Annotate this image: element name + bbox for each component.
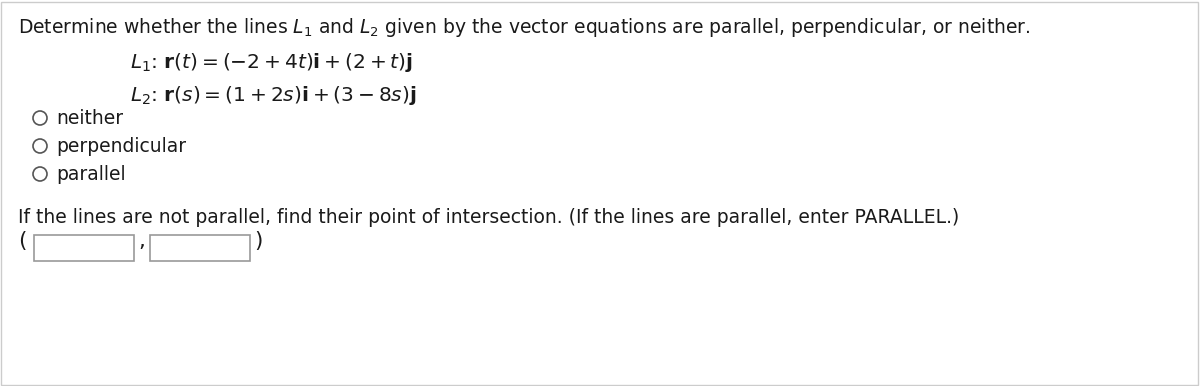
FancyBboxPatch shape [150,235,250,261]
FancyBboxPatch shape [34,235,134,261]
Text: Determine whether the lines $L_1$ and $L_2$ given by the vector equations are pa: Determine whether the lines $L_1$ and $L… [18,16,1031,39]
Text: If the lines are not parallel, find their point of intersection. (If the lines a: If the lines are not parallel, find thei… [18,208,959,227]
Circle shape [34,139,47,153]
Text: (: ( [18,231,26,251]
Text: ,: , [138,231,145,251]
Circle shape [34,111,47,125]
Text: parallel: parallel [56,164,126,183]
Text: $L_1$: $\mathbf{r}(t) = (-2 + 4t)\mathbf{i} + (2 + t)\mathbf{j}$: $L_1$: $\mathbf{r}(t) = (-2 + 4t)\mathbf… [130,51,413,74]
Text: neither: neither [56,108,124,127]
Circle shape [34,167,47,181]
Text: $L_2$: $\mathbf{r}(s) = (1 + 2s)\mathbf{i} + (3 - 8s)\mathbf{j}$: $L_2$: $\mathbf{r}(s) = (1 + 2s)\mathbf{… [130,84,416,107]
Text: ): ) [254,231,263,251]
Text: perpendicular: perpendicular [56,137,186,156]
